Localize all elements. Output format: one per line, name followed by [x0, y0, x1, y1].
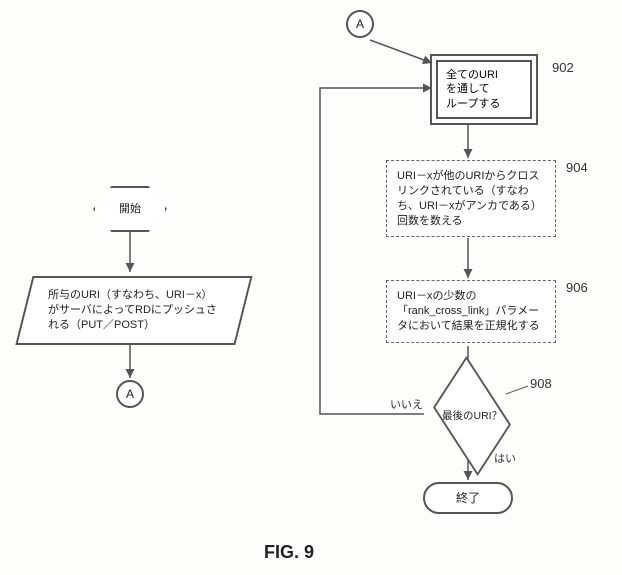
step-904-text: URI－xが他のURIからクロスリンクされている（すなわち、URI－xがアンカで… — [397, 170, 542, 227]
end-node: 終了 — [423, 482, 513, 514]
step-906-text: URI－xの少数の「rank_cross_link」パラメータにおいて結果を正規… — [397, 290, 540, 332]
connector-a-top-label: A — [356, 16, 364, 32]
figure-label: FIG. 9 — [264, 542, 314, 563]
step-904: URI－xが他のURIからクロスリンクされている（すなわち、URI－xがアンカで… — [386, 160, 556, 237]
ref-906: 906 — [566, 280, 588, 295]
connector-a-top: A — [346, 10, 374, 38]
ref-902: 902 — [552, 60, 574, 75]
start-label: 開始 — [119, 202, 141, 217]
edge-no-label: いいえ — [390, 396, 423, 412]
connector-a-bottom: A — [116, 380, 144, 408]
input-text: 所与のURI（すなわち、URI－x）がサーバによってRDにプッシュされる（PUT… — [48, 288, 220, 333]
step-902-text: 全てのURI を通して ループする — [446, 69, 500, 110]
ref-904: 904 — [566, 160, 588, 175]
ref-908: 908 — [530, 376, 552, 391]
start-node: 開始 — [93, 186, 167, 232]
step-906: URI－xの少数の「rank_cross_link」パラメータにおいて結果を正規… — [386, 280, 556, 343]
step-902: 全てのURI を通して ループする — [430, 54, 538, 125]
end-label: 終了 — [456, 490, 480, 506]
edge-yes-label: はい — [494, 450, 516, 466]
decision-908-text: 最後のURI？ — [442, 409, 502, 423]
connector-a-bottom-label: A — [126, 386, 134, 402]
input-node: 所与のURI（すなわち、URI－x）がサーバによってRDにプッシュされる（PUT… — [15, 276, 252, 345]
